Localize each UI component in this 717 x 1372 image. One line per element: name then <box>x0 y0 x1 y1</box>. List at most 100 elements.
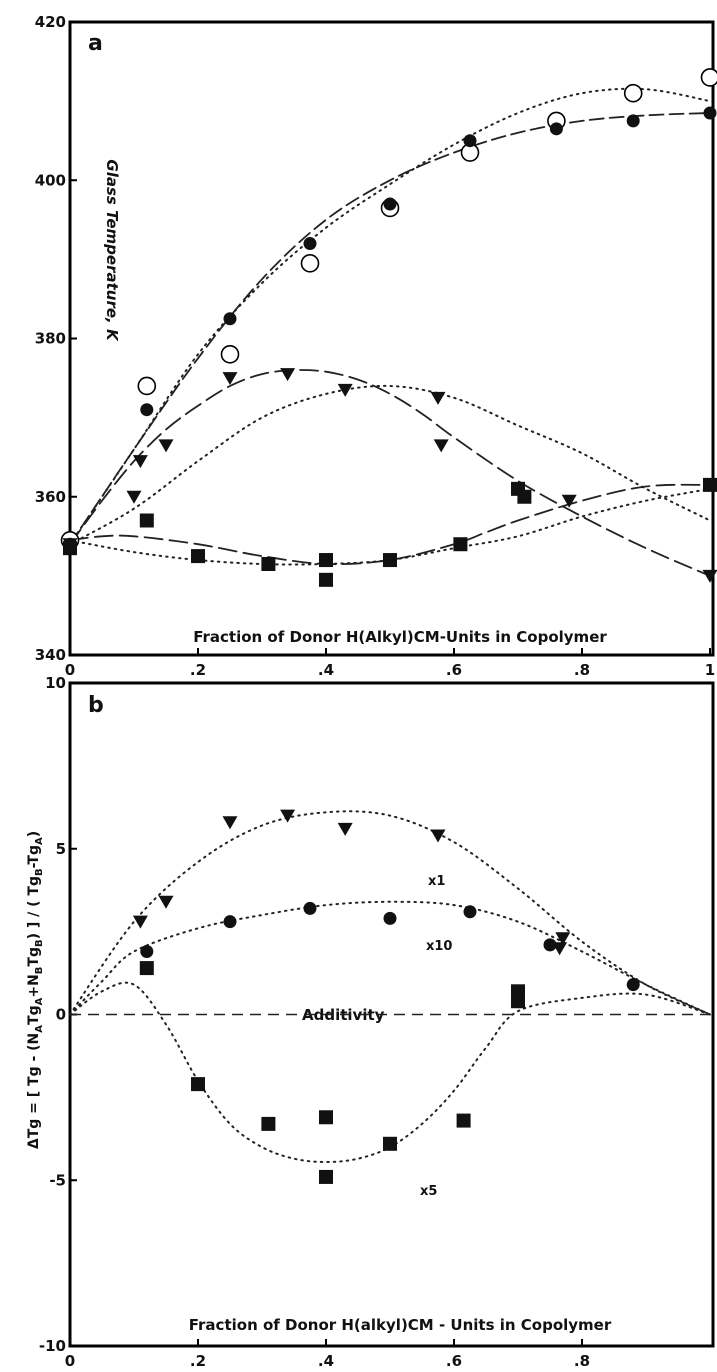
y-tick-label: 360 <box>35 488 66 506</box>
series-2-curve2 <box>69 384 711 546</box>
series-1-point <box>626 978 640 992</box>
series-3-point <box>139 513 154 528</box>
series-1-point <box>383 197 397 211</box>
ylab-part: ΔTg = [ Tg - (N <box>26 1033 42 1149</box>
panel-b-ticks: 0 .2 .4 .6 .8 -10 -5 0 5 10 <box>39 674 590 1370</box>
series-2-point <box>261 1116 276 1131</box>
series-2-point <box>222 372 238 386</box>
x-tick-label: .8 <box>574 1352 590 1370</box>
x-tick-label: .8 <box>574 661 590 679</box>
ylab-part: ) ] / ( Tg <box>26 876 42 939</box>
ylab-sub: A <box>34 837 45 845</box>
series-3-curve <box>69 483 711 566</box>
series-1-point <box>223 915 237 929</box>
ylab-sub: B <box>34 868 45 876</box>
panel-b-y-axis-label: ΔTg = [ Tg - (NATgA+NBTgB) ] / ( TgB-TgA… <box>26 831 45 1149</box>
y-tick-label: 0 <box>56 1006 66 1024</box>
ylab-part: -Tg <box>26 845 42 868</box>
y-tick-label: 420 <box>35 13 66 31</box>
scale-label-x1: x1 <box>428 874 445 889</box>
x-tick-label: .6 <box>446 661 462 679</box>
series-0-point <box>555 932 571 946</box>
panel-a-ticks: 0 .2 .4 .6 .8 1 340 360 380 400 420 <box>35 13 716 679</box>
series-3-point <box>383 553 397 568</box>
panel-a-marks <box>60 68 717 587</box>
series-1-point <box>383 911 397 925</box>
x-tick-label: .6 <box>446 1352 462 1370</box>
series-3-curve2 <box>69 487 711 566</box>
series-2-point <box>511 994 525 1009</box>
series-3-point <box>703 477 717 492</box>
panel-b-label: b <box>88 693 104 718</box>
series-2-point <box>158 439 174 453</box>
y-tick-label: 400 <box>35 171 66 189</box>
series-1-point <box>549 122 563 136</box>
series-3-point <box>517 489 532 504</box>
panel-b: b Fraction of Donor H(alkyl)CM - Units i… <box>26 674 715 1370</box>
series-2-point <box>383 1136 397 1151</box>
series-2-point <box>132 455 148 469</box>
series-0-point <box>132 915 148 929</box>
series-1-point <box>140 945 154 959</box>
ylab-part: Tg <box>26 947 42 967</box>
series-0-curve <box>69 810 711 1016</box>
series-2-point <box>561 494 577 508</box>
y-tick-label: 5 <box>56 840 66 858</box>
ylab-sub: B <box>34 939 45 947</box>
series-0-point <box>137 376 157 396</box>
panel-a: a Fraction of Donor H(Alkyl)CM-Units in … <box>35 13 717 679</box>
y-tick-label: 340 <box>35 646 66 664</box>
x-tick-label: 0 <box>65 661 75 679</box>
series-0-point <box>430 829 446 843</box>
scale-label-x5: x5 <box>420 1184 437 1199</box>
series-1-point <box>303 901 317 915</box>
series-2-point <box>456 1113 471 1128</box>
series-3-point <box>261 557 276 572</box>
x-tick-label: .2 <box>190 1352 206 1370</box>
series-2-point <box>139 961 154 976</box>
ylab-sub: A <box>34 1025 45 1033</box>
series-0-point <box>623 83 643 103</box>
y-tick-label: 380 <box>35 330 66 348</box>
series-1-point <box>303 237 317 251</box>
series-2-curve <box>69 981 711 1164</box>
series-0-point <box>158 895 174 909</box>
series-2-point <box>280 368 296 382</box>
y-tick-label: 10 <box>45 674 66 692</box>
scale-label-x10: x10 <box>426 939 452 954</box>
series-2-point <box>433 439 449 453</box>
series-2-point <box>319 1169 333 1184</box>
series-2-point <box>126 490 142 504</box>
series-0-point <box>300 254 320 273</box>
series-1-point <box>703 106 717 120</box>
series-3-point <box>191 549 205 564</box>
series-3-point <box>453 537 468 552</box>
series-2-point <box>337 383 353 397</box>
x-tick-label: 1 <box>705 661 715 679</box>
series-1-curve <box>69 112 711 546</box>
series-0-point <box>222 816 238 830</box>
series-2-point <box>430 391 446 405</box>
series-3-point <box>319 553 333 568</box>
panel-a-y-axis-label: Glass Temperature, K <box>103 159 121 342</box>
ylab-part: Tg <box>26 1005 42 1025</box>
series-1-point <box>626 114 640 128</box>
series-3-point <box>319 572 333 587</box>
series-0-point <box>700 68 717 87</box>
series-2-point <box>702 569 717 583</box>
ylab-sub: A <box>34 997 45 1005</box>
ylab-sub: B <box>34 967 45 975</box>
series-0-curve <box>69 87 711 546</box>
panel-b-curves <box>69 810 711 1164</box>
series-1-point <box>140 403 154 417</box>
y-tick-label: -10 <box>39 1337 66 1355</box>
x-tick-label: .4 <box>318 1352 334 1370</box>
ylab-part: ) <box>26 831 42 837</box>
panel-a-curves <box>69 87 711 577</box>
x-tick-label: .2 <box>190 661 206 679</box>
series-3-point <box>63 541 77 556</box>
series-2-point <box>191 1077 205 1092</box>
panel-b-x-axis-label: Fraction of Donor H(alkyl)CM - Units in … <box>189 1316 612 1334</box>
series-0-point <box>337 822 353 836</box>
